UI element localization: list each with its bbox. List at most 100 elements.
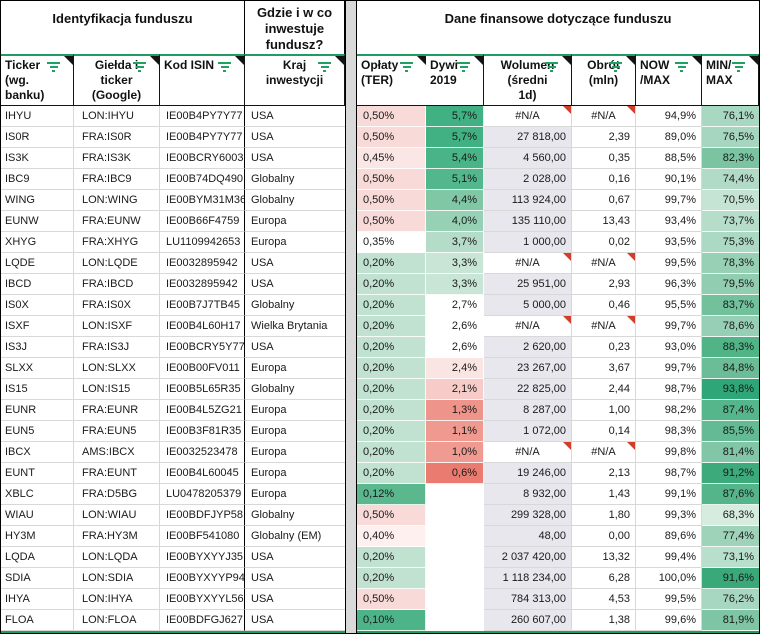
- cell-isin[interactable]: IE00B66F4759: [160, 211, 245, 232]
- cell-div2019[interactable]: [426, 505, 484, 526]
- cell-country[interactable]: USA: [245, 610, 345, 631]
- cell-min_max[interactable]: 77,4%: [702, 526, 759, 547]
- cell-now_max[interactable]: 89,0%: [636, 127, 702, 148]
- cell-min_max[interactable]: 75,3%: [702, 232, 759, 253]
- filter-icon[interactable]: [545, 62, 558, 73]
- cell-div2019[interactable]: 4,0%: [426, 211, 484, 232]
- cell-volume[interactable]: 5 000,00: [484, 295, 572, 316]
- cell-now_max[interactable]: 99,7%: [636, 190, 702, 211]
- cell-ter[interactable]: 0,50%: [357, 127, 426, 148]
- column-header-volume[interactable]: Wolumen (średni 1d): [484, 54, 572, 106]
- cell-country[interactable]: Globalny (EM): [245, 526, 345, 547]
- cell-isin[interactable]: IE0032523478: [160, 442, 245, 463]
- cell-country[interactable]: USA: [245, 568, 345, 589]
- cell-exchange[interactable]: FRA:IS0X: [74, 295, 160, 316]
- filter-icon[interactable]: [400, 62, 413, 73]
- cell-ter[interactable]: 0,20%: [357, 358, 426, 379]
- cell-turnover[interactable]: 6,28: [572, 568, 636, 589]
- cell-isin[interactable]: IE00B5L65R35: [160, 379, 245, 400]
- cell-ticker[interactable]: LQDE: [1, 253, 74, 274]
- cell-min_max[interactable]: 76,5%: [702, 127, 759, 148]
- cell-country[interactable]: Wielka Brytania: [245, 316, 345, 337]
- cell-country[interactable]: USA: [245, 337, 345, 358]
- cell-now_max[interactable]: 99,7%: [636, 358, 702, 379]
- cell-min_max[interactable]: 87,6%: [702, 484, 759, 505]
- cell-isin[interactable]: IE0032895942: [160, 274, 245, 295]
- cell-now_max[interactable]: 99,4%: [636, 547, 702, 568]
- cell-exchange[interactable]: FRA:EUNT: [74, 463, 160, 484]
- cell-isin[interactable]: LU1109942653: [160, 232, 245, 253]
- cell-turnover[interactable]: #N/A: [572, 253, 636, 274]
- cell-exchange[interactable]: FRA:EUNR: [74, 400, 160, 421]
- cell-exchange[interactable]: LON:IHYA: [74, 589, 160, 610]
- cell-now_max[interactable]: 99,5%: [636, 589, 702, 610]
- cell-ticker[interactable]: IHYU: [1, 106, 74, 127]
- cell-volume[interactable]: #N/A: [484, 442, 572, 463]
- cell-turnover[interactable]: #N/A: [572, 106, 636, 127]
- cell-volume[interactable]: #N/A: [484, 106, 572, 127]
- cell-volume[interactable]: 22 825,00: [484, 379, 572, 400]
- cell-exchange[interactable]: FRA:IS0R: [74, 127, 160, 148]
- cell-ticker[interactable]: EUN5: [1, 421, 74, 442]
- cell-ter[interactable]: 0,20%: [357, 253, 426, 274]
- cell-now_max[interactable]: 99,5%: [636, 253, 702, 274]
- cell-ter[interactable]: 0,20%: [357, 316, 426, 337]
- cell-ter[interactable]: 0,50%: [357, 589, 426, 610]
- cell-exchange[interactable]: FRA:EUN5: [74, 421, 160, 442]
- cell-exchange[interactable]: FRA:IS3J: [74, 337, 160, 358]
- cell-turnover[interactable]: 0,46: [572, 295, 636, 316]
- cell-ticker[interactable]: SLXX: [1, 358, 74, 379]
- filter-icon[interactable]: [675, 62, 688, 73]
- column-header-exchange[interactable]: Giełda i ticker (Google): [74, 54, 160, 106]
- cell-exchange[interactable]: LON:IHYU: [74, 106, 160, 127]
- cell-exchange[interactable]: LON:FLOA: [74, 610, 160, 631]
- cell-ticker[interactable]: IS0R: [1, 127, 74, 148]
- cell-now_max[interactable]: 99,7%: [636, 316, 702, 337]
- cell-ter[interactable]: 0,50%: [357, 505, 426, 526]
- cell-turnover[interactable]: 1,00: [572, 400, 636, 421]
- cell-volume[interactable]: 1 000,00: [484, 232, 572, 253]
- cell-volume[interactable]: 19 246,00: [484, 463, 572, 484]
- cell-div2019[interactable]: [426, 547, 484, 568]
- cell-ticker[interactable]: EUNW: [1, 211, 74, 232]
- column-header-isin[interactable]: Kod ISIN: [160, 54, 245, 106]
- cell-turnover[interactable]: 0,00: [572, 526, 636, 547]
- cell-min_max[interactable]: 73,7%: [702, 211, 759, 232]
- cell-exchange[interactable]: FRA:HY3M: [74, 526, 160, 547]
- cell-min_max[interactable]: 91,6%: [702, 568, 759, 589]
- cell-ticker[interactable]: IS3J: [1, 337, 74, 358]
- cell-country[interactable]: Globalny: [245, 295, 345, 316]
- cell-now_max[interactable]: 90,1%: [636, 169, 702, 190]
- cell-div2019[interactable]: [426, 484, 484, 505]
- cell-now_max[interactable]: 98,3%: [636, 421, 702, 442]
- cell-ticker[interactable]: XHYG: [1, 232, 74, 253]
- cell-min_max[interactable]: 83,7%: [702, 295, 759, 316]
- cell-now_max[interactable]: 93,4%: [636, 211, 702, 232]
- cell-ter[interactable]: 0,45%: [357, 148, 426, 169]
- cell-country[interactable]: USA: [245, 106, 345, 127]
- cell-exchange[interactable]: LON:ISXF: [74, 316, 160, 337]
- cell-ter[interactable]: 0,50%: [357, 106, 426, 127]
- cell-turnover[interactable]: 2,44: [572, 379, 636, 400]
- cell-country[interactable]: Europa: [245, 232, 345, 253]
- cell-turnover[interactable]: 0,35: [572, 148, 636, 169]
- cell-div2019[interactable]: 3,3%: [426, 253, 484, 274]
- cell-country[interactable]: Europa: [245, 358, 345, 379]
- filter-icon[interactable]: [218, 62, 231, 73]
- cell-isin[interactable]: IE0032895942: [160, 253, 245, 274]
- cell-exchange[interactable]: LON:SDIA: [74, 568, 160, 589]
- cell-min_max[interactable]: 85,5%: [702, 421, 759, 442]
- cell-ter[interactable]: 0,10%: [357, 610, 426, 631]
- cell-min_max[interactable]: 78,6%: [702, 316, 759, 337]
- cell-div2019[interactable]: [426, 526, 484, 547]
- column-header-now_max[interactable]: NOW /MAX: [636, 54, 702, 106]
- cell-volume[interactable]: 299 328,00: [484, 505, 572, 526]
- cell-min_max[interactable]: 78,3%: [702, 253, 759, 274]
- cell-country[interactable]: USA: [245, 253, 345, 274]
- cell-ter[interactable]: 0,12%: [357, 484, 426, 505]
- cell-exchange[interactable]: LON:WING: [74, 190, 160, 211]
- cell-country[interactable]: USA: [245, 589, 345, 610]
- cell-min_max[interactable]: 68,3%: [702, 505, 759, 526]
- cell-volume[interactable]: 1 118 234,00: [484, 568, 572, 589]
- cell-volume[interactable]: #N/A: [484, 316, 572, 337]
